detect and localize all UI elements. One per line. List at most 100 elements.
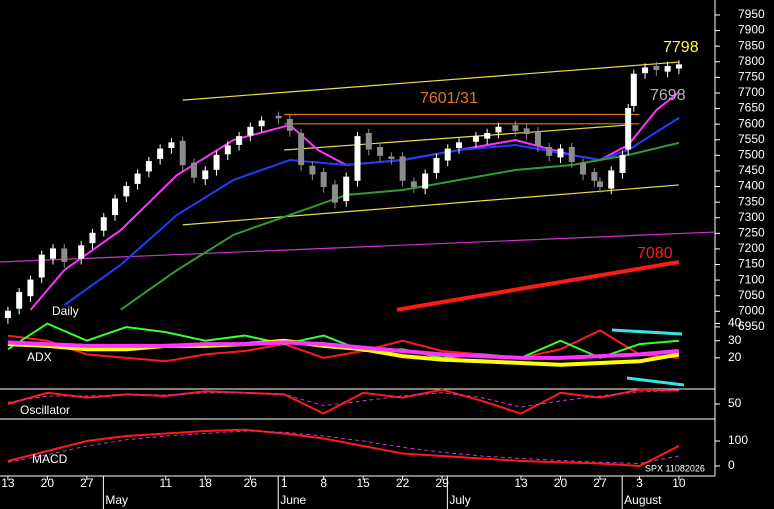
month-label: August (624, 493, 662, 507)
y-tick-label: 7050 (738, 288, 765, 302)
candle-body (134, 173, 141, 184)
y-tick-label: 7300 (738, 210, 765, 224)
y-tick-label: 40 (728, 316, 742, 330)
x-tick-label: 13 (1, 476, 15, 490)
x-tick-label: 18 (199, 476, 213, 490)
x-tick-label: 15 (356, 476, 370, 490)
trend-line (182, 61, 679, 101)
candle-body (213, 154, 220, 170)
panel-title: ADX (27, 350, 52, 364)
indicator-line (7, 329, 679, 363)
y-tick-label: 7500 (738, 148, 765, 162)
candle-body (179, 140, 186, 166)
y-tick-label: 7350 (738, 194, 765, 208)
candle-body (619, 154, 626, 173)
candle-body (433, 157, 440, 173)
candle-body (16, 292, 23, 309)
trend-line (0, 231, 716, 263)
candle-body (399, 156, 406, 181)
trend-line (396, 260, 680, 312)
x-tick-label: 10 (672, 476, 686, 490)
panel-title: Daily (52, 304, 79, 318)
x-tick-label: 22 (396, 476, 410, 490)
x-tick-label: 26 (244, 476, 258, 490)
x-tick-label: 29 (435, 476, 449, 490)
candle-body (580, 162, 587, 175)
candle-body (484, 132, 491, 139)
candle-body (224, 145, 231, 155)
candle-body (190, 162, 197, 178)
indicator-line (7, 390, 679, 408)
y-tick-label: 7450 (738, 163, 765, 177)
y-tick-label: 7950 (738, 7, 765, 21)
trend-line (284, 124, 629, 151)
candle-body (596, 181, 603, 188)
indicator-line (7, 340, 680, 360)
month-label: June (280, 493, 306, 507)
y-tick-label: 7750 (738, 70, 765, 84)
divergence-line (626, 376, 685, 387)
y-tick-label: 7650 (738, 101, 765, 115)
candle-body (365, 132, 372, 150)
annotation: 7080 (637, 245, 673, 262)
candle-body (534, 131, 541, 147)
x-tick-label: 20 (554, 476, 568, 490)
y-tick-label: 7100 (738, 272, 765, 286)
candle-body (377, 147, 384, 156)
candle-body (123, 186, 130, 197)
candle-body (388, 156, 395, 159)
y-tick-label: 7150 (738, 257, 765, 271)
candle-body (27, 279, 34, 297)
indicator-line (7, 322, 679, 359)
x-tick-label: 27 (593, 476, 607, 490)
candle-body (455, 142, 462, 149)
y-tick-label: 7400 (738, 179, 765, 193)
annotation: 7698 (650, 87, 686, 104)
candle-body (258, 120, 265, 127)
panel-title: MACD (32, 452, 68, 466)
candle-body (112, 198, 119, 216)
candle-body (568, 147, 575, 163)
y-tick-label: 30 (728, 333, 742, 347)
y-tick-label: 7550 (738, 132, 765, 146)
candle-body (78, 245, 85, 259)
candle-body (523, 128, 530, 134)
candle-body (100, 217, 107, 231)
indicator-line (7, 430, 680, 465)
candle-body (625, 108, 632, 150)
y-tick-label: 50 (728, 396, 742, 410)
candle-body (50, 248, 57, 259)
candle-body (664, 65, 671, 72)
x-tick-label: 1 (281, 476, 288, 490)
y-tick-label: 7600 (738, 116, 765, 130)
candle-body (89, 232, 96, 244)
candle-body (444, 148, 451, 161)
divergence-line (611, 328, 683, 336)
candle-body (320, 171, 327, 188)
candle-body (546, 147, 553, 156)
x-tick-label: 8 (320, 476, 327, 490)
y-tick-label: 7700 (738, 85, 765, 99)
candle-body (472, 136, 479, 142)
candle-body (298, 132, 305, 166)
y-tick-label: 7200 (738, 241, 765, 255)
x-tick-label: 3 (636, 476, 643, 490)
y-tick-label: 7850 (738, 38, 765, 52)
candle-body (630, 73, 637, 106)
candle-body (247, 126, 254, 136)
candle-body (675, 64, 682, 69)
annotation: 7798 (663, 39, 699, 56)
candle-body (512, 125, 519, 131)
candle-body (202, 170, 209, 180)
candle-body (422, 173, 429, 189)
candle-body (642, 67, 649, 74)
month-label: July (449, 493, 470, 507)
x-tick-label: 27 (80, 476, 94, 490)
candle-body (236, 136, 243, 145)
moving-average (120, 141, 680, 311)
y-tick-label: 7900 (738, 23, 765, 37)
y-tick-label: 7000 (738, 303, 765, 317)
x-tick-label: 13 (514, 476, 528, 490)
y-tick-label: 100 (728, 433, 748, 447)
